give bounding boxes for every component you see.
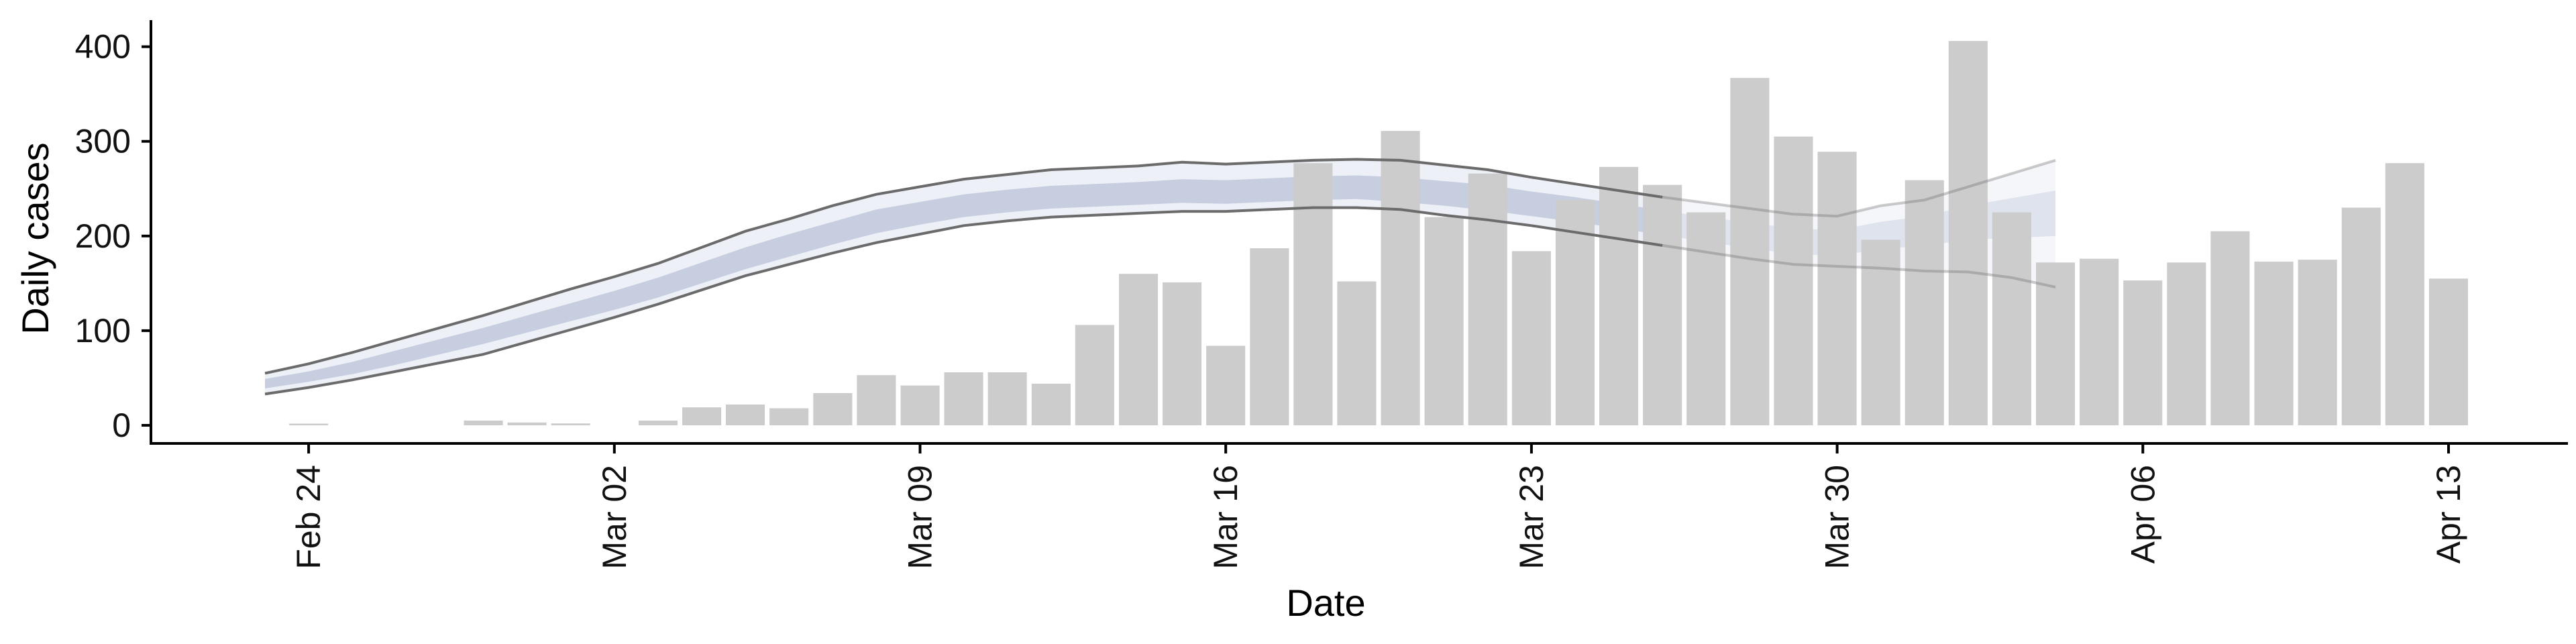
- bar-mar-08: [857, 375, 896, 425]
- bar-apr-03: [1992, 212, 2031, 425]
- bar-mar-09: [900, 385, 940, 425]
- bar-feb-28: [464, 420, 503, 425]
- y-tick-label-100: 100: [75, 312, 131, 350]
- bar-mar-18: [1293, 163, 1333, 425]
- upper-bound-line-tail: [1662, 158, 2056, 218]
- bar-mar-11: [987, 372, 1027, 425]
- y-tick-label-0: 0: [112, 407, 131, 444]
- bar-mar-14: [1119, 274, 1159, 425]
- bar-mar-16: [1206, 345, 1246, 425]
- bar-mar-06: [769, 408, 809, 425]
- bar-mar-05: [726, 405, 765, 425]
- y-tick-label-300: 300: [75, 123, 131, 160]
- y-tick-label-200: 200: [75, 217, 131, 255]
- bar-mar-29: [1774, 136, 1813, 425]
- bar-apr-01: [1904, 180, 1944, 425]
- bar-mar-17: [1250, 248, 1289, 425]
- bar-apr-11: [2341, 207, 2381, 425]
- bar-mar-01: [551, 423, 590, 425]
- bar-mar-26: [1643, 184, 1682, 425]
- bar-mar-12: [1031, 383, 1071, 425]
- bar-mar-13: [1075, 325, 1114, 425]
- bar-apr-10: [2298, 260, 2337, 425]
- bar-mar-20: [1381, 131, 1420, 425]
- x-tick-label-apr-06: Apr 06: [2124, 465, 2161, 564]
- bar-mar-25: [1599, 166, 1639, 426]
- axes: [150, 20, 2568, 445]
- bar-mar-04: [682, 407, 722, 425]
- bar-apr-02: [1948, 41, 1988, 426]
- bar-series: [289, 41, 2468, 426]
- y-axis-title: Daily cases: [14, 142, 56, 334]
- bar-mar-21: [1424, 217, 1464, 425]
- x-tick-label-mar-02: Mar 02: [596, 465, 633, 570]
- x-axis-title: Date: [1286, 582, 1365, 624]
- lower-bound-line: [264, 206, 1663, 396]
- y-tick-label-400: 400: [75, 28, 131, 66]
- bar-feb-24: [289, 423, 329, 425]
- upper-bound-line: [264, 158, 1663, 375]
- x-tick-label-apr-13: Apr 13: [2430, 465, 2467, 564]
- bar-apr-13: [2428, 278, 2468, 425]
- bar-mar-28: [1730, 78, 1770, 425]
- bar-mar-15: [1163, 282, 1202, 425]
- x-tick-label-mar-16: Mar 16: [1207, 465, 1244, 570]
- bar-mar-27: [1686, 212, 1726, 425]
- x-tick-label-feb-24: Feb 24: [290, 465, 327, 570]
- x-tick-label-mar-09: Mar 09: [902, 465, 939, 570]
- bar-feb-29: [507, 422, 547, 425]
- bar-mar-31: [1861, 239, 1900, 425]
- bar-apr-09: [2254, 261, 2294, 425]
- bar-apr-04: [2036, 262, 2076, 425]
- y-axis-ticks: 0 100 200 300 400: [75, 28, 151, 444]
- bar-mar-22: [1468, 173, 1507, 425]
- bar-apr-08: [2210, 231, 2250, 425]
- bar-mar-24: [1555, 200, 1595, 425]
- bar-mar-30: [1817, 152, 1857, 425]
- bar-apr-05: [2080, 258, 2119, 425]
- bar-apr-07: [2167, 262, 2206, 425]
- bar-mar-10: [944, 372, 983, 425]
- bar-mar-07: [813, 393, 853, 425]
- inner-band: [265, 175, 1663, 388]
- lower-bound-line-tail: [1662, 244, 2056, 288]
- estimate-bound-lines: [264, 158, 2056, 396]
- bar-apr-06: [2123, 280, 2163, 425]
- x-tick-label-mar-30: Mar 30: [1819, 465, 1856, 570]
- x-axis-ticks: Feb 24 Mar 02 Mar 09 Mar 16 Mar 23 Mar 30 Apr …: [290, 443, 2467, 570]
- bar-apr-12: [2385, 163, 2424, 425]
- bar-mar-03: [638, 420, 678, 425]
- x-tick-label-mar-23: Mar 23: [1513, 465, 1550, 570]
- bar-mar-19: [1337, 281, 1377, 425]
- bar-mar-23: [1511, 251, 1551, 425]
